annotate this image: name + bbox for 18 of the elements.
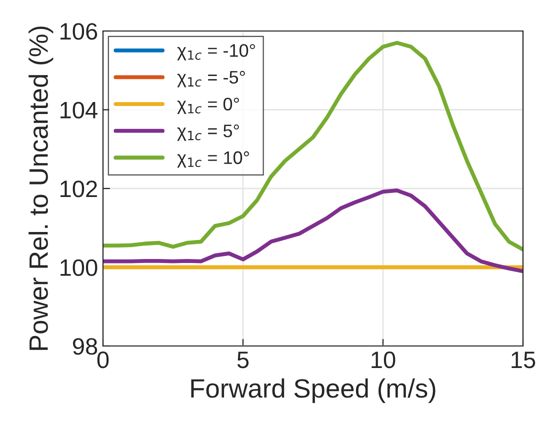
y-tick-label: 106 [60, 23, 98, 40]
y-tick-label: 102 [60, 180, 97, 198]
y-tick-label: 100 [60, 259, 98, 276]
x-tick-label: 5 [237, 352, 249, 368]
legend-label: χ$_{1c}$ = -5° [177, 70, 245, 88]
y-axis-title: Power Rel. to Uncanted (%) [28, 26, 54, 350]
x-axis-title: Forward Speed (m/s) [191, 378, 436, 404]
legend-label: χ$_{1c}$ = 10° [177, 151, 249, 168]
y-tick-label: 104 [60, 102, 98, 119]
line-series [103, 188, 523, 274]
line-series [103, 40, 523, 252]
x-tick-label: 0 [97, 351, 109, 368]
x-tick-label: 10 [372, 351, 396, 368]
legend-label: χ$_{1c}$ = -10° [177, 44, 255, 60]
legend-label: χ$_{1c}$ = 0° [177, 98, 239, 114]
x-tick-label: 15 [512, 352, 536, 368]
legend-label: χ$_{1c}$ = 5° [177, 124, 239, 141]
y-tick-label: 98 [72, 338, 98, 355]
